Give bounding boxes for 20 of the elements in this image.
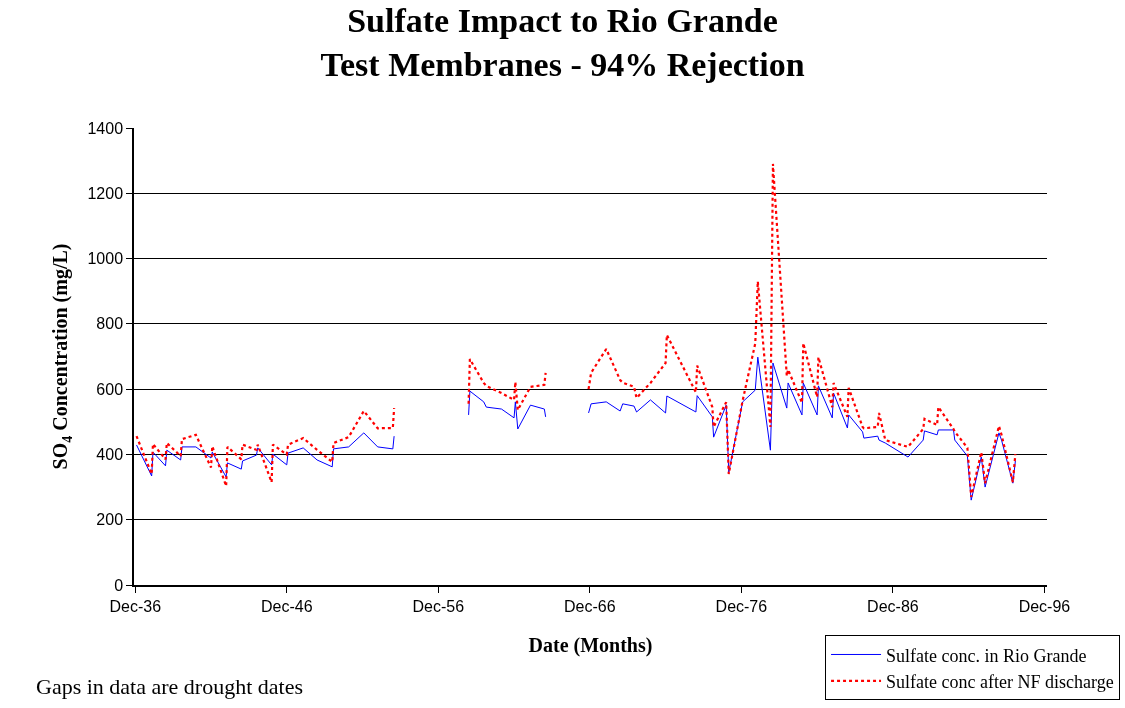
x-tick-label: Dec-86	[867, 597, 919, 615]
x-tick-label: Dec-76	[715, 597, 768, 615]
y-tick-label: 200	[96, 511, 124, 529]
x-axis-title: Date (Months)	[528, 633, 653, 657]
y-tick-label: 400	[96, 446, 124, 464]
x-tick-label: Dec-96	[1018, 597, 1071, 615]
legend-label: Sulfate conc. in Rio Grande	[886, 645, 1087, 666]
x-tick-label: Dec-56	[412, 597, 465, 615]
y-tick-label: 1200	[87, 184, 124, 202]
x-tick-label: Dec-66	[564, 597, 616, 615]
text: Gaps in data are drought dates	[36, 674, 303, 699]
x-tick-label: Dec-36	[109, 597, 162, 615]
legend-label: Sulfate conc after NF discharge	[886, 671, 1114, 692]
y-tick-label: 1000	[87, 250, 124, 268]
x-tick-label: Dec-46	[260, 597, 313, 615]
y-tick-label: 1400	[87, 119, 124, 137]
chart-title: Sulfate Impact to Rio Grande Test Membranes - 94% Rejection	[320, 1, 805, 84]
y-tick-label: 800	[96, 315, 124, 333]
y-tick-label: 600	[96, 380, 124, 398]
y-tick-label: 0	[114, 576, 124, 594]
